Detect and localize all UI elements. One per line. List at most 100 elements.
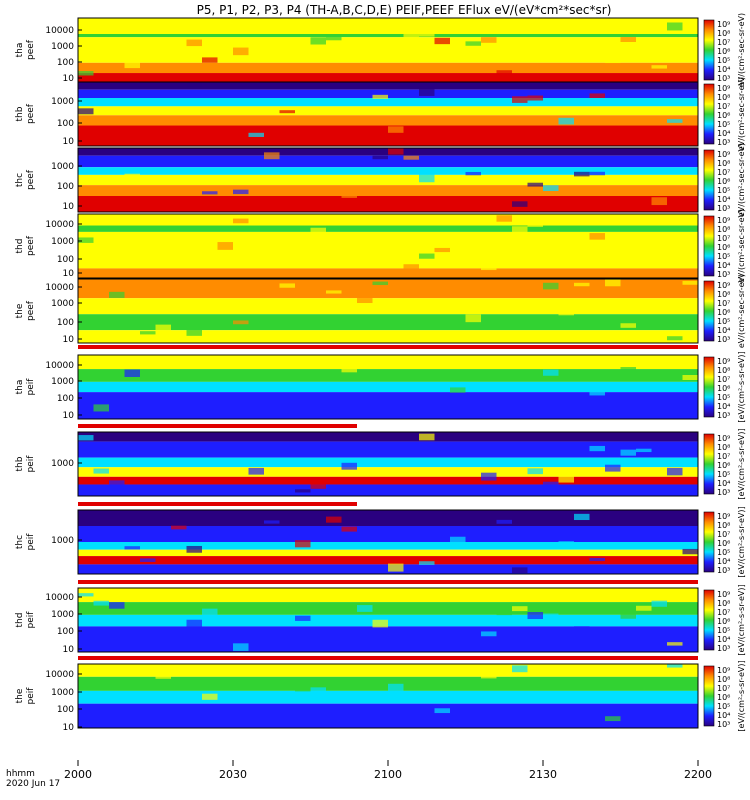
colorbar-tick-label: 10³ <box>717 566 730 575</box>
colorbar-tick-label: 10⁴ <box>717 326 730 335</box>
spectrogram-texture <box>543 369 559 376</box>
spectrogram-texture <box>186 545 202 553</box>
colorbar-tick-label: 10⁶ <box>717 617 730 626</box>
y-tick-label: 1000 <box>51 42 74 52</box>
colorbar-unit-label: [eV/(cm²-s-sr-eV)] <box>737 660 746 731</box>
spectrogram-band <box>78 330 698 343</box>
spectrogram-texture <box>481 472 497 481</box>
spectrogram-texture <box>589 290 605 297</box>
y-tick-label: 10000 <box>45 670 74 680</box>
spectrogram-texture <box>357 605 373 612</box>
y-tick-label: 10000 <box>45 283 74 293</box>
spectrogram-band <box>78 690 698 704</box>
spectrogram-texture <box>512 665 528 673</box>
panel-label: thapeef <box>15 39 36 60</box>
spectrogram-texture <box>620 323 636 328</box>
spectrogram-texture <box>667 22 683 31</box>
colorbar-tick-label: 10⁴ <box>717 195 730 204</box>
spectrogram-texture <box>155 675 171 679</box>
spectrogram-texture <box>186 619 202 628</box>
spectrogram-texture <box>496 519 512 524</box>
spectrogram-texture <box>450 536 466 545</box>
spectrogram-texture <box>651 197 667 206</box>
spectrogram-texture <box>124 443 140 449</box>
colorbar-tick-label: 10³ <box>717 138 730 147</box>
spectrogram-texture <box>279 110 295 114</box>
y-tick-label: 10 <box>63 269 75 279</box>
spectrogram-texture <box>574 171 590 177</box>
spectrogram-texture <box>140 331 156 335</box>
colorbar-tick-label: 10⁶ <box>717 243 730 252</box>
panel-frame <box>77 587 699 653</box>
spectrogram-texture <box>419 433 435 441</box>
spectrogram-texture <box>124 369 140 377</box>
spectrogram-texture <box>558 474 574 483</box>
spectrogram-texture <box>78 108 94 115</box>
panel-label: thapeif <box>15 378 36 396</box>
spectrogram-texture <box>341 368 357 373</box>
colorbar-tick-label: 10³ <box>717 644 730 653</box>
colorbar-tick-label: 10⁶ <box>717 177 730 186</box>
spectrogram-band <box>78 37 698 63</box>
spectrogram-texture <box>527 468 543 475</box>
colorbar-tick-label: 10⁶ <box>717 693 730 702</box>
spectrogram-band <box>78 510 698 526</box>
y-tick-label: 100 <box>57 58 74 68</box>
spectrogram-band <box>78 467 698 477</box>
spectrogram-texture <box>450 387 466 393</box>
colorbar-tick-label: 10⁷ <box>717 38 730 47</box>
spectrogram-texture <box>682 375 698 380</box>
spectrogram-texture <box>78 435 94 441</box>
colorbar-tick-label: 10⁸ <box>717 675 730 684</box>
colorbar-tick-label: 10⁷ <box>717 684 730 693</box>
spectrogram-texture <box>295 540 311 548</box>
colorbar-tick-label: 10⁵ <box>717 548 730 557</box>
spectrogram-texture <box>341 191 357 198</box>
spectrogram-texture <box>310 37 326 45</box>
y-tick-label: 10 <box>63 137 75 147</box>
spectrogram-texture <box>124 61 140 69</box>
spectrogram-texture <box>155 603 171 610</box>
colorbar <box>703 83 715 145</box>
spectrogram-texture <box>527 612 543 620</box>
spectrogram-texture <box>465 132 481 141</box>
colorbar-unit-label: eV/(cm²-sec-sr-eV) <box>737 209 746 283</box>
y-tick-label: 100 <box>57 318 74 328</box>
spectrogram-texture <box>496 611 512 616</box>
spectrogram-texture <box>605 58 621 64</box>
panel-thd-peef: 10000 1000 100 10 thdpeef 10⁹10⁸10⁷10⁶10⁵10⁴1… <box>15 209 746 283</box>
y-tick-label: 1000 <box>51 610 74 620</box>
spectrogram-texture <box>326 290 342 294</box>
panel-frame <box>77 663 699 729</box>
spectrogram-texture <box>186 82 202 87</box>
spectrogram-texture <box>419 253 435 259</box>
spectrogram-band <box>78 432 698 442</box>
panel-frame <box>77 81 699 147</box>
spectrogram-texture <box>171 331 187 338</box>
spectrogram-band <box>78 34 698 38</box>
spectrogram-texture <box>372 94 388 99</box>
colorbar-tick-label: 10⁴ <box>717 261 730 270</box>
spectrogram-texture <box>326 516 342 523</box>
y-tick-label: 10 <box>63 411 75 421</box>
spectrogram-texture <box>78 593 94 597</box>
colorbar-tick-label: 10⁵ <box>717 626 730 635</box>
spectrogram-band <box>78 98 698 107</box>
y-tick-label: 100 <box>57 255 74 265</box>
panel-frame <box>77 213 699 279</box>
colorbar-tick-label: 10⁵ <box>717 317 730 326</box>
spectrogram-texture <box>248 132 264 137</box>
colorbar-tick-label: 10⁴ <box>717 711 730 720</box>
spectrogram-texture <box>388 563 404 572</box>
panel-the-peif: 10000 1000 100 10 thepeif 10⁹10⁸10⁷10⁶10⁵10⁴1… <box>15 660 746 733</box>
spectrogram-texture <box>109 291 125 298</box>
spectrogram-texture <box>481 631 497 637</box>
panel-frame <box>77 431 699 497</box>
spectrogram-texture <box>233 643 249 651</box>
colorbar <box>703 665 715 727</box>
colorbar-unit-label: [eV/(cm²-s-sr-eV)] <box>737 506 746 577</box>
spectrogram-texture <box>605 464 621 472</box>
spectrogram-texture <box>341 462 357 470</box>
colorbar <box>703 19 715 81</box>
